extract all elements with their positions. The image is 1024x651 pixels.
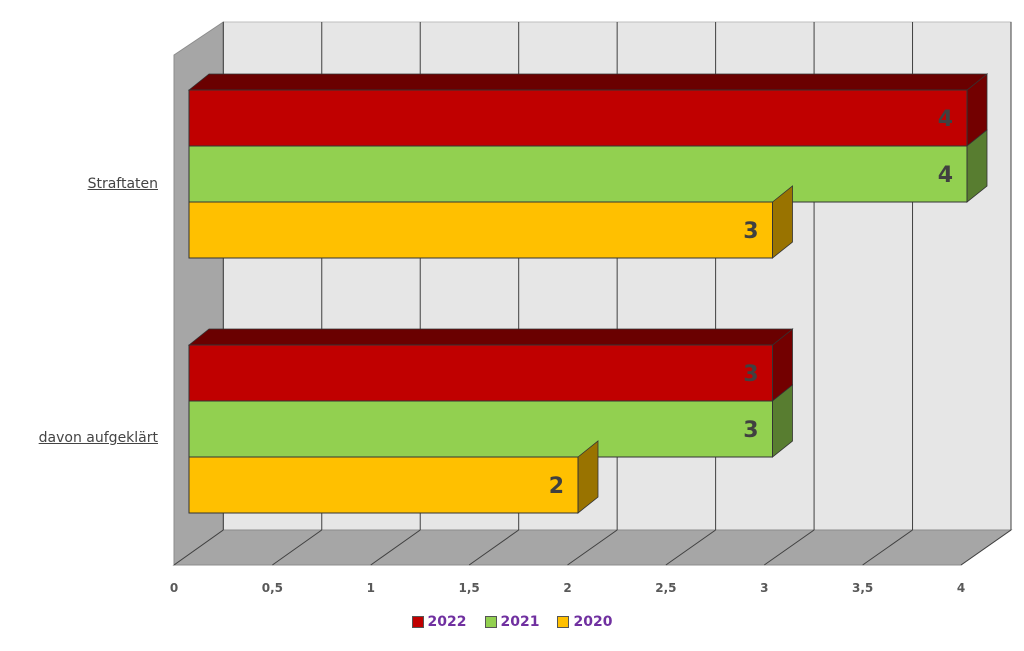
category-label-straftaten: Straftaten — [87, 176, 158, 192]
legend-item-2022: 2022 — [411, 614, 467, 630]
data-label: 4 — [938, 163, 953, 188]
legend-item-2021: 2021 — [484, 614, 540, 630]
data-label: 3 — [743, 362, 758, 387]
legend-swatch-2021 — [484, 616, 497, 628]
bar — [188, 89, 968, 147]
x-tick-labels: 0 0,5 1 1,5 2 2,5 3 3,5 4 — [170, 581, 965, 595]
bar — [188, 456, 579, 514]
category-label-davon-aufgeklaert: davon aufgeklärt — [38, 430, 158, 446]
legend-swatch-2022 — [411, 616, 424, 628]
floor-gridline — [173, 529, 224, 566]
bar — [188, 344, 773, 402]
legend: 2022 2021 2020 — [0, 614, 1024, 630]
x-tick-label: 2 — [563, 581, 571, 595]
x-tick-label: 0,5 — [262, 581, 283, 595]
bar — [188, 145, 968, 203]
bar — [188, 201, 773, 259]
x-tick-label: 3,5 — [852, 581, 873, 595]
floor-gridline — [763, 529, 815, 566]
floor-gridline — [665, 529, 716, 566]
legend-label-2020: 2020 — [573, 614, 613, 630]
x-tick-label: 4 — [957, 581, 965, 595]
floor-gridline — [960, 529, 1012, 566]
floor-gridline — [370, 529, 421, 566]
bars: 4 4 3 3 3 2 — [187, 73, 989, 514]
data-label: 3 — [743, 418, 758, 443]
bar-top — [187, 328, 794, 346]
x-tick-label: 2,5 — [655, 581, 676, 595]
legend-label-2022: 2022 — [427, 614, 467, 630]
data-label: 3 — [743, 219, 758, 244]
legend-label-2021: 2021 — [500, 614, 540, 630]
floor-gridline — [468, 529, 519, 566]
legend-item-2020: 2020 — [557, 614, 612, 630]
x-tick-label: 3 — [760, 581, 768, 595]
data-label: 2 — [549, 474, 564, 499]
x-tick-label: 1,5 — [458, 581, 479, 595]
floor-gridline — [862, 529, 913, 566]
floor-gridline — [567, 529, 618, 566]
bar — [188, 400, 773, 458]
floor-gridline — [272, 529, 323, 566]
legend-swatch-2020 — [557, 616, 570, 628]
data-label: 4 — [938, 107, 953, 132]
bar-top — [187, 73, 989, 91]
x-tick-label: 1 — [367, 581, 375, 595]
x-tick-label: 0 — [170, 581, 178, 595]
